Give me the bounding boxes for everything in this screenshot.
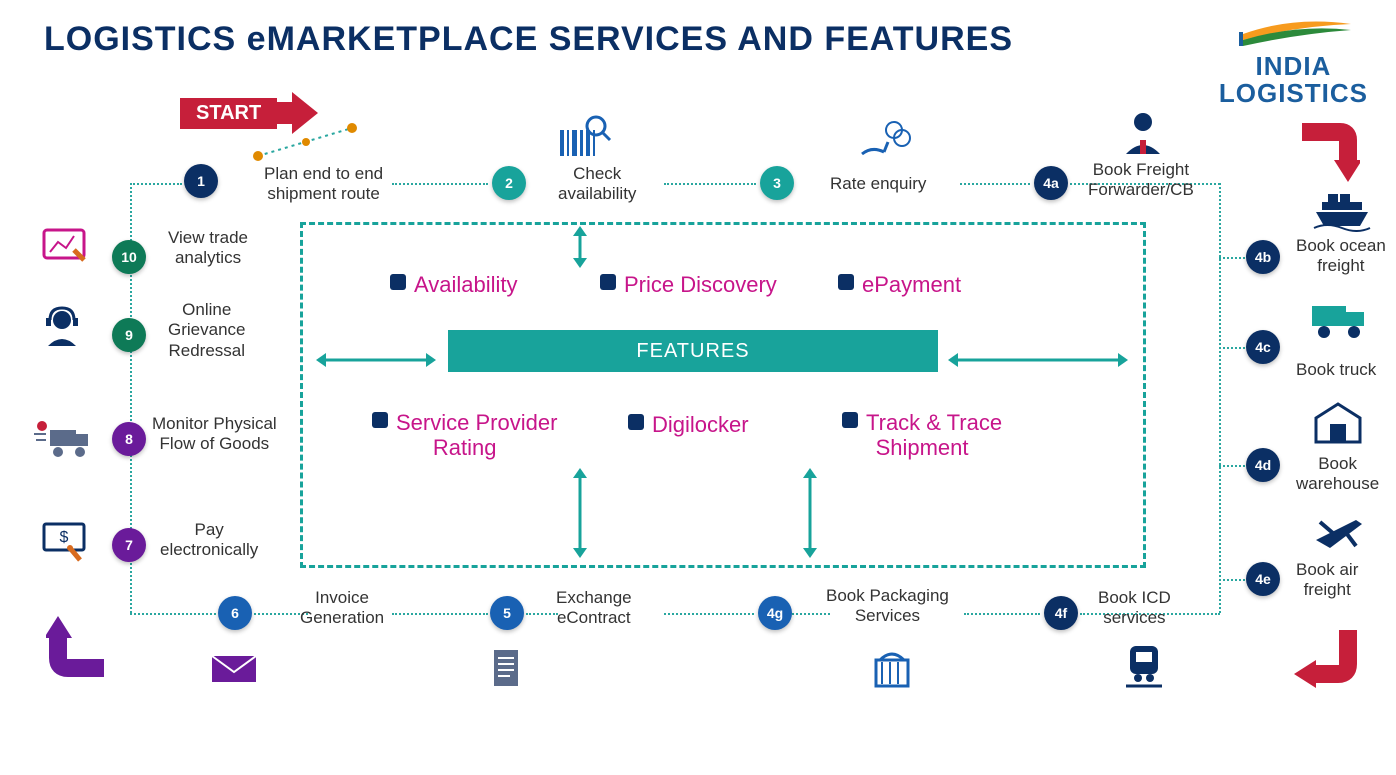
- curve-arrow-bottom-left-icon: [46, 612, 120, 686]
- logo-line1: INDIA: [1256, 51, 1332, 81]
- step-badge-4g: 4g: [758, 596, 792, 630]
- india-logistics-logo: INDIALOGISTICS: [1219, 10, 1368, 108]
- connector-line: [392, 183, 488, 185]
- step-label-4d: Bookwarehouse: [1296, 454, 1379, 495]
- step-badge-6: 6: [218, 596, 252, 630]
- step-label-7: Payelectronically: [160, 520, 258, 561]
- feature-track-trace-shipment: Track & TraceShipment: [842, 410, 1002, 461]
- connector-line: [664, 613, 754, 615]
- connector-line: [1219, 465, 1245, 467]
- svg-text:$: $: [60, 529, 69, 546]
- warehouse-icon: [1312, 400, 1364, 444]
- mail-icon: [208, 650, 260, 686]
- feature-arrow-icon: [570, 226, 590, 268]
- connector-line: [392, 613, 488, 615]
- barcode-icon: [556, 112, 612, 162]
- connector-line: [664, 183, 756, 185]
- page-title: LOGISTICS eMARKETPLACE SERVICES AND FEAT…: [44, 20, 1013, 59]
- step-label-9: OnlineGrievanceRedressal: [168, 300, 245, 361]
- step-badge-8: 8: [112, 422, 146, 456]
- feature-availability: Availability: [390, 272, 518, 297]
- person-icon: [1120, 110, 1166, 160]
- step-badge-4b: 4b: [1246, 240, 1280, 274]
- step-badge-1: 1: [184, 164, 218, 198]
- pay-icon: $: [40, 518, 92, 562]
- feature-arrow-icon: [316, 350, 436, 370]
- step-badge-4a: 4a: [1034, 166, 1068, 200]
- step-badge-4e: 4e: [1246, 562, 1280, 596]
- step-label-10: View tradeanalytics: [168, 228, 248, 269]
- curve-arrow-top-right-icon: [1290, 120, 1360, 190]
- step-badge-10: 10: [112, 240, 146, 274]
- feature-arrow-icon: [800, 468, 820, 558]
- step-label-8: Monitor PhysicalFlow of Goods: [152, 414, 277, 455]
- coins-icon: [858, 118, 914, 162]
- step-label-6: InvoiceGeneration: [300, 588, 384, 629]
- train-icon: [1120, 640, 1168, 688]
- step-label-3: Rate enquiry: [830, 174, 926, 194]
- step-label-4c: Book truck: [1296, 360, 1376, 380]
- connector-line: [526, 613, 558, 615]
- plane-icon: [1310, 510, 1366, 554]
- connector-line: [1219, 257, 1245, 259]
- step-badge-4f: 4f: [1044, 596, 1078, 630]
- truck-icon: [1308, 300, 1372, 340]
- step-label-4g: Book PackagingServices: [826, 586, 949, 627]
- logo-flag-icon: [1233, 10, 1353, 46]
- step-badge-2: 2: [492, 166, 526, 200]
- step-label-2: Checkavailability: [558, 164, 636, 205]
- logo-line2: LOGISTICS: [1219, 78, 1368, 108]
- connector-line: [960, 183, 1030, 185]
- step-badge-4c: 4c: [1246, 330, 1280, 364]
- analytics-icon: [40, 224, 88, 264]
- step-label-1: Plan end to endshipment route: [264, 164, 383, 205]
- step-badge-5: 5: [490, 596, 524, 630]
- feature-service-provider-rating: Service ProviderRating: [372, 410, 557, 461]
- feature-arrow-icon: [948, 350, 1128, 370]
- step-badge-4d: 4d: [1246, 448, 1280, 482]
- curve-arrow-bottom-right-icon: [1290, 620, 1364, 694]
- feature-arrow-icon: [570, 468, 590, 558]
- document-icon: [490, 646, 522, 690]
- connector-line: [1219, 183, 1221, 613]
- connector-line: [130, 613, 216, 615]
- feature-digilocker: Digilocker: [628, 412, 749, 437]
- step-badge-9: 9: [112, 318, 146, 352]
- feature-price-discovery: Price Discovery: [600, 272, 777, 297]
- connector-line: [964, 613, 1040, 615]
- deliver-icon: [32, 420, 92, 460]
- step-label-4f: Book ICDservices: [1098, 588, 1171, 629]
- features-bar: FEATURES: [448, 330, 938, 372]
- connector-line: [130, 183, 182, 185]
- connector-line: [1219, 347, 1245, 349]
- ship-icon: [1312, 188, 1372, 232]
- step-badge-7: 7: [112, 528, 146, 562]
- step-label-4a: Book FreightForwarder/CB: [1088, 160, 1194, 201]
- step-label-5: ExchangeeContract: [556, 588, 632, 629]
- connector-line: [1219, 579, 1245, 581]
- step-label-4b: Book oceanfreight: [1296, 236, 1386, 277]
- feature-epayment: ePayment: [838, 272, 961, 297]
- step-badge-3: 3: [760, 166, 794, 200]
- route-icon: [252, 120, 362, 164]
- container-icon: [870, 646, 914, 694]
- step-label-4e: Book airfreight: [1296, 560, 1358, 601]
- support-icon: [40, 306, 84, 350]
- connector-line: [792, 613, 830, 615]
